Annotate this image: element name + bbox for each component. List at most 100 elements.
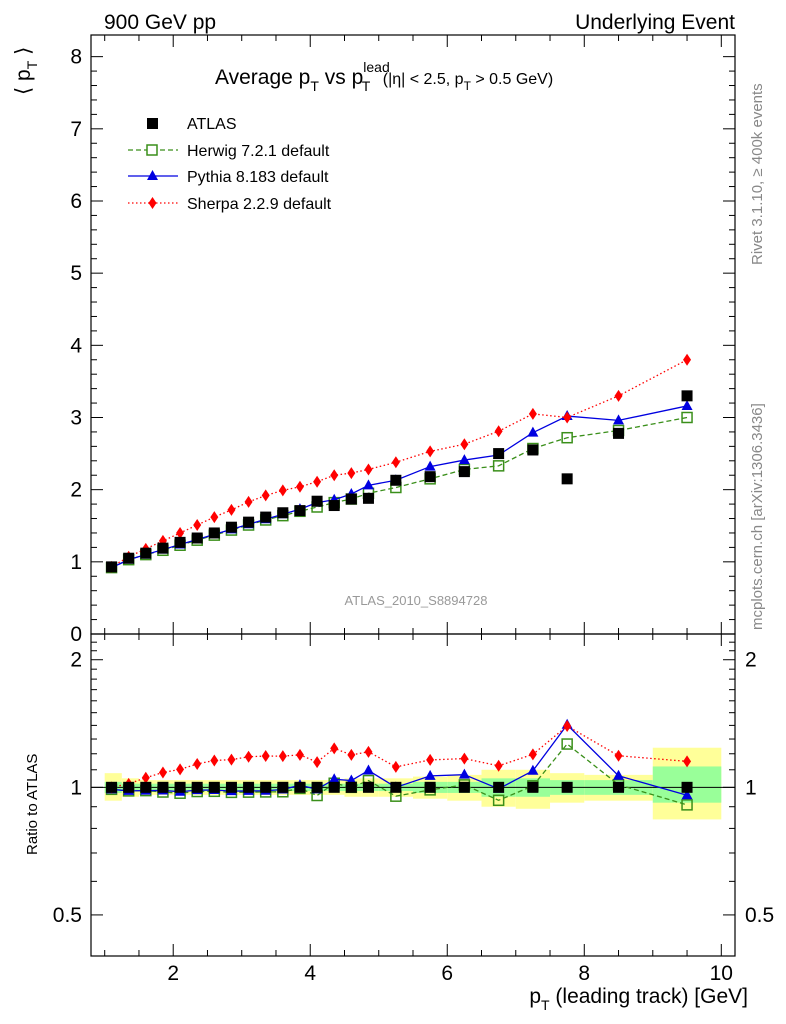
legend-label-pythia: Pythia 8.183 default xyxy=(187,169,329,186)
tick-label: 1 xyxy=(70,551,82,574)
tick-label: 0.5 xyxy=(745,904,774,927)
sherpa-ratio-point xyxy=(176,763,185,776)
atlas-ratio-point xyxy=(294,781,306,793)
tick-label: 2 xyxy=(70,649,82,672)
atlas-ratio-point xyxy=(191,781,203,793)
tick-label: 4 xyxy=(304,962,316,985)
atlas-ratio-point xyxy=(123,781,135,793)
tick-label: 10 xyxy=(710,962,733,985)
atlas-point xyxy=(328,500,340,512)
tick-label: 4 xyxy=(70,334,82,357)
tick-label: 2 xyxy=(745,649,757,672)
atlas-ratio-point xyxy=(390,781,402,793)
herwig-ratio-point xyxy=(492,794,505,807)
plot-title: Average pT vs plead T (|η| < 2.5, pT > 0.… xyxy=(215,59,553,94)
main-series-group xyxy=(105,353,693,574)
tick-label: 6 xyxy=(70,190,82,213)
herwig-point xyxy=(492,460,505,472)
atlas-ratio-point xyxy=(527,781,539,793)
legend-label-sherpa: Sherpa 2.2.9 default xyxy=(187,196,332,213)
sherpa-point xyxy=(330,469,339,482)
atlas-ratio-point xyxy=(681,781,693,793)
atlas-point xyxy=(191,532,203,544)
atlas-point xyxy=(225,521,237,533)
tick-label: 3 xyxy=(70,406,82,429)
tick-label: 2 xyxy=(70,479,82,502)
tick-label: 1 xyxy=(745,776,757,799)
sherpa-ratio-point xyxy=(313,756,322,769)
sherpa-point xyxy=(278,484,287,497)
pythia-ratio-point xyxy=(362,764,374,775)
sherpa-ratio-point xyxy=(261,750,270,763)
atlas-point xyxy=(424,471,436,483)
header-right: Underlying Event xyxy=(575,11,735,34)
atlas-point xyxy=(294,505,306,517)
sherpa-ratio-point xyxy=(330,742,339,755)
atlas-ratio-point xyxy=(345,781,357,793)
sherpa-ratio-point xyxy=(347,748,356,761)
sherpa-ratio-point xyxy=(528,748,537,761)
sherpa-ratio-point xyxy=(683,755,692,768)
atlas-ratio-point xyxy=(174,781,186,793)
atlas-point xyxy=(458,466,470,478)
herwig-ratio-point xyxy=(561,738,573,750)
legend-marker-sherpa xyxy=(148,197,157,209)
tick-label: 5 xyxy=(70,262,82,285)
herwig-point xyxy=(681,411,693,424)
sherpa-point xyxy=(494,425,503,438)
tick-label: 1 xyxy=(70,776,82,799)
pythia-point xyxy=(362,479,374,490)
sherpa-point xyxy=(614,389,623,402)
sherpa-ratio-point xyxy=(426,753,435,766)
atlas-ratio-point xyxy=(328,781,340,793)
pythia-ratio-point xyxy=(424,769,436,780)
atlas-point xyxy=(311,495,323,507)
tick-label: 6 xyxy=(441,962,453,985)
sherpa-point xyxy=(193,519,202,532)
legend-label-herwig: Herwig 7.2.1 default xyxy=(187,143,330,160)
herwig-ratio-point xyxy=(681,799,693,811)
pythia-point xyxy=(458,454,470,465)
legend-entry-atlas: ATLAS xyxy=(147,116,237,133)
x-axis-label: pT (leading track) [GeV] xyxy=(529,985,748,1013)
pythia-ratio-point xyxy=(613,769,625,780)
atlas-ratio-point xyxy=(458,781,470,793)
atlas-point xyxy=(123,552,135,564)
atlas-ratio-point xyxy=(225,781,237,793)
pythia-ratio-point xyxy=(681,789,693,800)
atlas-point xyxy=(613,427,625,439)
atlas-point xyxy=(140,547,152,559)
rivet-version-text: Rivet 3.1.10, ≥ 400k events xyxy=(749,83,766,265)
atlas-ratio-point xyxy=(157,781,169,793)
atlas-point xyxy=(390,474,402,486)
header-left: 900 GeV pp xyxy=(104,11,216,34)
atlas-point xyxy=(277,507,289,519)
atlas-ratio-point xyxy=(561,781,573,793)
legend-entry-herwig: Herwig 7.2.1 default xyxy=(128,143,330,160)
sherpa-ratio-point xyxy=(158,766,167,779)
pythia-ratio-point xyxy=(527,764,539,775)
sherpa-point xyxy=(227,503,236,516)
herwig-point xyxy=(561,431,573,444)
tick-label: 2 xyxy=(167,962,179,985)
axis-ticks: 2 4 6 8 10 0 1 2 3 4 5 6 7 8 0.5 0.5 1 1 2 2 xyxy=(53,35,774,985)
atlas-point xyxy=(561,473,573,485)
atlas-ratio-point xyxy=(493,781,505,793)
sherpa-point xyxy=(391,456,400,469)
legend-label-atlas: ATLAS xyxy=(187,116,237,133)
sherpa-point xyxy=(460,438,469,451)
sherpa-point xyxy=(347,467,356,480)
atlas-point xyxy=(106,561,118,573)
pythia-ratio-point xyxy=(458,768,470,779)
sherpa-ratio-point xyxy=(227,753,236,766)
atlas-point xyxy=(174,536,186,548)
pythia-point xyxy=(424,460,436,471)
y-axis-label-main: ⟨ pT ⟩ xyxy=(12,47,40,95)
sherpa-ratio-point xyxy=(141,771,150,784)
sherpa-point xyxy=(683,353,692,366)
sherpa-point xyxy=(313,475,322,488)
sherpa-ratio-point xyxy=(563,719,572,732)
sherpa-point xyxy=(528,407,537,420)
atlas-point xyxy=(345,493,357,505)
